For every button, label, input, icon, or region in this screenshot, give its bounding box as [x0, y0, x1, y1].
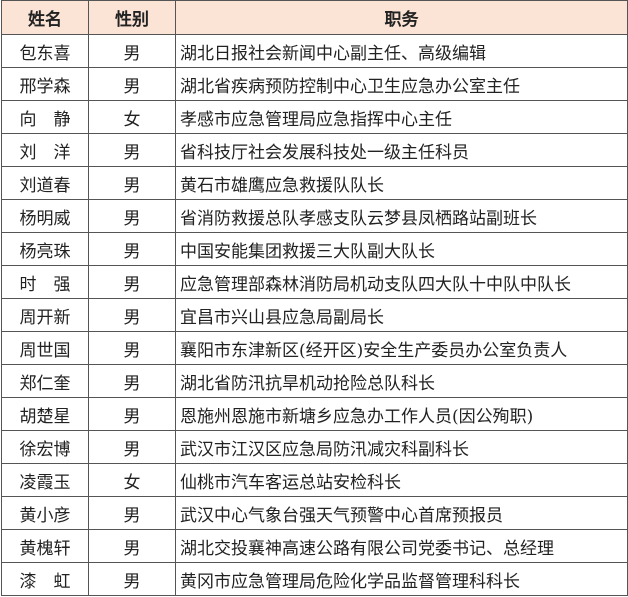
name-cell: 周世国 [1, 331, 89, 365]
table-row: 黄槐轩男湖北交投襄神高速公路有限公司党委书记、总经理 [1, 529, 628, 563]
table-row: 向 静女孝感市应急管理局应急指挥中心主任 [1, 100, 628, 134]
name-cell: 郑仁奎 [1, 364, 89, 398]
header-row: 姓名 性别 职务 [1, 0, 628, 35]
name-cell: 杨明威 [1, 199, 89, 233]
gender-cell: 男 [88, 199, 176, 233]
name-cell: 黄小彦 [1, 496, 89, 530]
table-row: 胡楚星男恩施州恩施市新塘乡应急办工作人员(因公殉职) [1, 397, 628, 431]
table-row: 徐宏博男武汉市江汉区应急局防汛减灾科副科长 [1, 430, 628, 464]
title-cell: 省科技厅社会发展科技处一级主任科员 [175, 133, 628, 167]
title-cell: 湖北省防汛抗旱机动抢险总队科长 [175, 364, 628, 398]
name-cell: 时 强 [1, 265, 89, 299]
table-row: 包东喜男湖北日报社会新闻中心副主任、高级编辑 [1, 34, 628, 68]
gender-cell: 男 [88, 364, 176, 398]
title-cell: 孝感市应急管理局应急指挥中心主任 [175, 100, 628, 134]
gender-cell: 男 [88, 265, 176, 299]
table-row: 杨亮珠男中国安能集团救援三大队副大队长 [1, 232, 628, 266]
title-cell: 襄阳市东津新区(经开区)安全生产委员办公室负责人 [175, 331, 628, 365]
name-cell: 包东喜 [1, 34, 89, 68]
table-row: 时 强男应急管理部森林消防局机动支队四大队十中队中队长 [1, 265, 628, 299]
table-row: 郑仁奎男湖北省防汛抗旱机动抢险总队科长 [1, 364, 628, 398]
gender-cell: 男 [88, 133, 176, 167]
table-row: 周开新男宜昌市兴山县应急局副局长 [1, 298, 628, 332]
title-cell: 湖北省疾病预防控制中心卫生应急办公室主任 [175, 67, 628, 101]
title-cell: 黄石市雄鹰应急救援队队长 [175, 166, 628, 200]
gender-cell: 女 [88, 463, 176, 497]
gender-cell: 男 [88, 562, 176, 596]
gender-cell: 男 [88, 166, 176, 200]
name-cell: 徐宏博 [1, 430, 89, 464]
title-cell: 应急管理部森林消防局机动支队四大队十中队中队长 [175, 265, 628, 299]
gender-cell: 男 [88, 496, 176, 530]
gender-cell: 男 [88, 430, 176, 464]
title-cell: 湖北日报社会新闻中心副主任、高级编辑 [175, 34, 628, 68]
name-cell: 刘道春 [1, 166, 89, 200]
header-name: 姓名 [1, 0, 89, 35]
gender-cell: 男 [88, 331, 176, 365]
header-gender: 性别 [88, 0, 176, 35]
gender-cell: 男 [88, 67, 176, 101]
gender-cell: 男 [88, 397, 176, 431]
title-cell: 中国安能集团救援三大队副大队长 [175, 232, 628, 266]
table-row: 邢学森男湖北省疾病预防控制中心卫生应急办公室主任 [1, 67, 628, 101]
table-row: 黄小彦男武汉中心气象台强天气预警中心首席预报员 [1, 496, 628, 530]
title-cell: 仙桃市汽车客运总站安检科长 [175, 463, 628, 497]
name-cell: 胡楚星 [1, 397, 89, 431]
table-row: 刘 洋男省科技厅社会发展科技处一级主任科员 [1, 133, 628, 167]
table-row: 漆 虹男黄冈市应急管理局危险化学品监督管理科科长 [1, 562, 628, 596]
name-cell: 漆 虹 [1, 562, 89, 596]
title-cell: 武汉中心气象台强天气预警中心首席预报员 [175, 496, 628, 530]
name-cell: 邢学森 [1, 67, 89, 101]
title-cell: 黄冈市应急管理局危险化学品监督管理科科长 [175, 562, 628, 596]
name-cell: 杨亮珠 [1, 232, 89, 266]
title-cell: 省消防救援总队孝感支队云梦县凤栖路站副班长 [175, 199, 628, 233]
title-cell: 武汉市江汉区应急局防汛减灾科副科长 [175, 430, 628, 464]
header-title: 职务 [175, 0, 628, 35]
table-row: 周世国男襄阳市东津新区(经开区)安全生产委员办公室负责人 [1, 331, 628, 365]
table-row: 杨明威男省消防救援总队孝感支队云梦县凤栖路站副班长 [1, 199, 628, 233]
table-row: 凌霞玉女仙桃市汽车客运总站安检科长 [1, 463, 628, 497]
name-cell: 刘 洋 [1, 133, 89, 167]
name-cell: 周开新 [1, 298, 89, 332]
name-cell: 凌霞玉 [1, 463, 89, 497]
title-cell: 宜昌市兴山县应急局副局长 [175, 298, 628, 332]
gender-cell: 男 [88, 232, 176, 266]
gender-cell: 男 [88, 529, 176, 563]
gender-cell: 男 [88, 34, 176, 68]
name-cell: 向 静 [1, 100, 89, 134]
title-cell: 湖北交投襄神高速公路有限公司党委书记、总经理 [175, 529, 628, 563]
gender-cell: 女 [88, 100, 176, 134]
title-cell: 恩施州恩施市新塘乡应急办工作人员(因公殉职) [175, 397, 628, 431]
name-cell: 黄槐轩 [1, 529, 89, 563]
gender-cell: 男 [88, 298, 176, 332]
table-row: 刘道春男黄石市雄鹰应急救援队队长 [1, 166, 628, 200]
